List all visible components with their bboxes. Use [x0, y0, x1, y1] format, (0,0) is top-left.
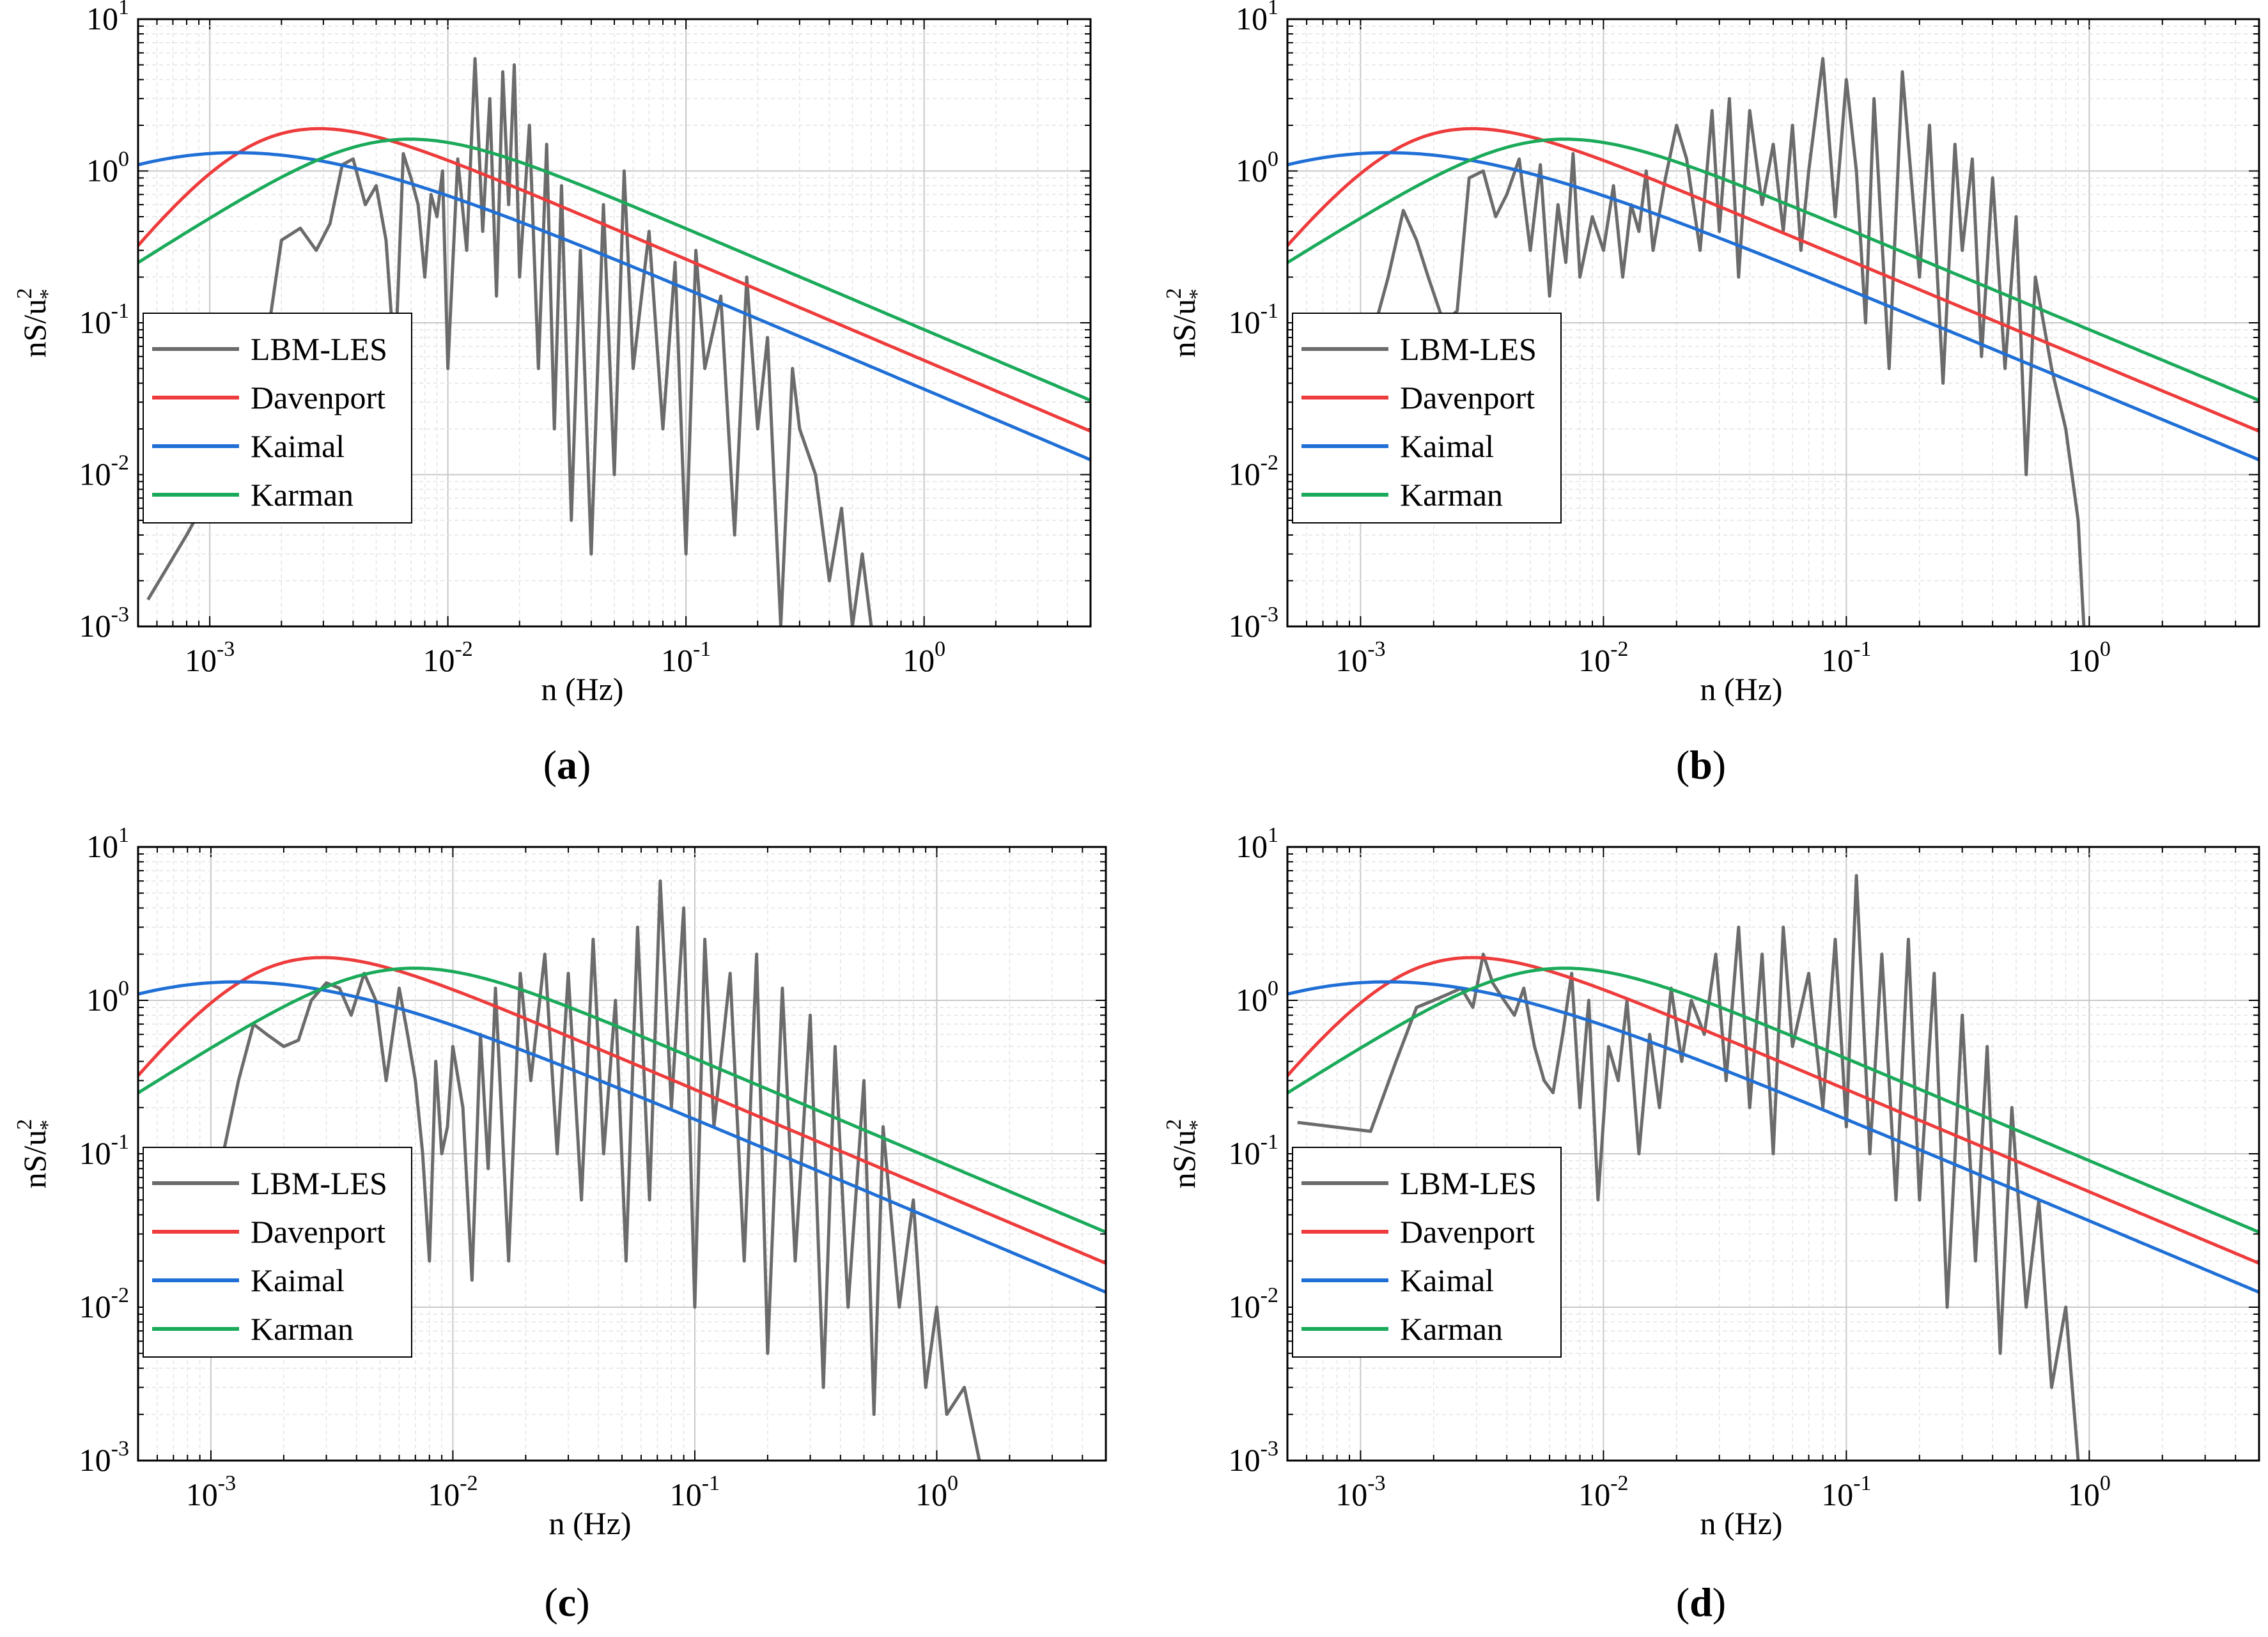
- y-tick-label: 100: [86, 148, 129, 189]
- y-tick-label: 10-2: [79, 1284, 129, 1324]
- series-line-karman: [1287, 966, 2259, 1234]
- series-line-karman: [138, 966, 1106, 1234]
- series-line-davenport: [138, 127, 1091, 433]
- y-tick-label: 10-3: [1229, 603, 1278, 644]
- legend: LBM-LES Davenport Kaimal Karman: [143, 1147, 412, 1358]
- panel-d: 10-3 10-2 10-1 100 10-3 10-2 10-1 100 101 n (Hz) n…: [1134, 818, 2268, 1636]
- legend-label-karman: Karman: [251, 1311, 353, 1347]
- x-axis-label: n (Hz): [541, 671, 623, 707]
- plot-frame: [1286, 18, 2260, 628]
- series-line-davenport: [1287, 127, 2259, 433]
- legend-label-karman: Karman: [1400, 1311, 1503, 1347]
- y-tick-label: 10-3: [79, 1437, 129, 1478]
- caption-a: (a): [543, 742, 591, 787]
- y-tick-label: 100: [1236, 977, 1278, 1018]
- x-axis-label: n (Hz): [548, 1505, 631, 1541]
- y-tick-label: 101: [1236, 0, 1278, 36]
- legend: LBM-LES Davenport Kaimal Karman: [143, 313, 412, 524]
- x-tick-label: 100: [903, 637, 945, 678]
- y-tick-label: 10-1: [79, 1130, 129, 1171]
- y-tick-label: 10-3: [1229, 1437, 1278, 1478]
- y-tick-label: 10-2: [1229, 1284, 1278, 1324]
- x-tick-label: 100: [915, 1471, 958, 1512]
- series-line-kaimal: [1287, 151, 2259, 462]
- x-tick-label: 10-1: [1821, 637, 1871, 678]
- plot-area: [1287, 57, 2259, 626]
- legend-label-kaimal: Kaimal: [251, 428, 345, 464]
- plot-area: [138, 57, 1091, 626]
- legend-label-davenport: Davenport: [251, 380, 385, 415]
- chart-b: 10-3 10-2 10-1 100 10-3 10-2 10-1 100 101 n (Hz) n…: [1162, 0, 2260, 707]
- legend-label-karman: Karman: [251, 477, 353, 513]
- plot-area: [1287, 874, 2259, 1461]
- y-tick-label: 10-1: [1229, 1130, 1278, 1171]
- y-axis-label: nS/u2*: [1162, 1119, 1209, 1189]
- chart-c: 10-3 10-2 10-1 100 10-3 10-2 10-1 100 101 n (Hz) n…: [13, 823, 1107, 1541]
- legend-label-davenport: Davenport: [1400, 1214, 1535, 1250]
- legend: LBM-LES Davenport Kaimal Karman: [1292, 313, 1562, 524]
- panel-a: 10-3 10-2 10-1 100 10-3 10-2 10-1 100 101 n (Hz) n…: [0, 0, 1134, 818]
- x-tick-label: 10-1: [1821, 1471, 1871, 1512]
- caption-c: (c): [544, 1579, 590, 1625]
- y-axis-label: nS/u2*: [1162, 288, 1209, 358]
- y-tick-label: 101: [86, 823, 129, 864]
- x-tick-label: 10-1: [661, 637, 711, 678]
- y-tick-label: 100: [1236, 148, 1278, 189]
- series-line-lbm: [1297, 57, 2086, 626]
- x-tick-label: 10-1: [670, 1471, 720, 1512]
- series-line-karman: [138, 137, 1091, 402]
- y-tick-label: 101: [1236, 823, 1278, 864]
- y-tick-label: 10-1: [1229, 299, 1278, 340]
- series-line-davenport: [1287, 956, 2259, 1265]
- y-axis-label: nS/u2*: [13, 1119, 59, 1189]
- x-tick-label: 10-3: [185, 637, 235, 678]
- x-tick-label: 10-2: [428, 1471, 478, 1512]
- plot-frame: [137, 18, 1092, 628]
- legend-label-karman: Karman: [1400, 477, 1503, 513]
- x-tick-label: 10-3: [1335, 1471, 1385, 1512]
- series-line-lbm: [1297, 874, 2080, 1461]
- y-tick-label: 100: [86, 977, 129, 1018]
- legend-label-lbm: LBM-LES: [1400, 1165, 1537, 1201]
- x-tick-label: 100: [2068, 1471, 2111, 1512]
- y-tick-label: 10-3: [79, 603, 129, 644]
- chart-a: 10-3 10-2 10-1 100 10-3 10-2 10-1 100 101 n (Hz) n…: [13, 0, 1092, 707]
- x-axis-label: n (Hz): [1700, 1505, 1782, 1541]
- series-line-kaimal: [138, 980, 1106, 1294]
- panel-b: 10-3 10-2 10-1 100 10-3 10-2 10-1 100 101 n (Hz) n…: [1134, 0, 2268, 818]
- series-line-davenport: [138, 956, 1106, 1265]
- x-tick-label: 10-2: [423, 637, 472, 678]
- legend-label-kaimal: Kaimal: [251, 1262, 345, 1298]
- series-line-kaimal: [138, 151, 1091, 462]
- x-tick-label: 10-2: [1578, 1471, 1628, 1512]
- x-tick-label: 100: [2068, 637, 2111, 678]
- y-tick-label: 10-1: [79, 299, 129, 340]
- panel-c: 10-3 10-2 10-1 100 10-3 10-2 10-1 100 101 n (Hz) n…: [0, 818, 1134, 1636]
- legend-label-davenport: Davenport: [1400, 380, 1535, 415]
- y-tick-label: 101: [86, 0, 129, 36]
- legend-label-kaimal: Kaimal: [1400, 428, 1494, 464]
- legend-label-kaimal: Kaimal: [1400, 1262, 1494, 1298]
- caption-b: (b): [1675, 742, 1727, 787]
- x-tick-label: 10-3: [186, 1471, 236, 1512]
- y-tick-label: 10-2: [79, 451, 129, 492]
- legend-label-lbm: LBM-LES: [251, 331, 387, 367]
- legend-label-lbm: LBM-LES: [1400, 331, 1537, 367]
- x-tick-label: 10-3: [1335, 637, 1385, 678]
- plot-frame: [1286, 846, 2260, 1462]
- plot-area: [138, 879, 1106, 1461]
- legend: LBM-LES Davenport Kaimal Karman: [1292, 1147, 1562, 1358]
- series-line-kaimal: [1287, 980, 2259, 1294]
- y-tick-label: 10-2: [1229, 451, 1278, 492]
- y-axis-label: nS/u2*: [13, 288, 59, 358]
- chart-d: 10-3 10-2 10-1 100 10-3 10-2 10-1 100 101 n (Hz) n…: [1162, 823, 2260, 1541]
- x-axis-label: n (Hz): [1700, 671, 1782, 707]
- series-line-karman: [1287, 137, 2259, 402]
- series-line-lbm: [146, 57, 873, 626]
- legend-label-lbm: LBM-LES: [251, 1165, 387, 1201]
- caption-d: (d): [1675, 1579, 1727, 1625]
- x-tick-label: 10-2: [1578, 637, 1628, 678]
- legend-label-davenport: Davenport: [251, 1214, 385, 1250]
- plot-frame: [137, 846, 1107, 1462]
